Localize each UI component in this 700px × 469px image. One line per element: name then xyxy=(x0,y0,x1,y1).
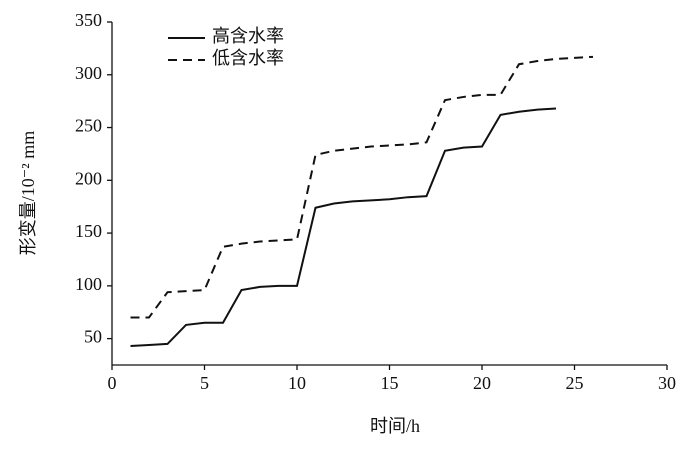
y-tick-label: 350 xyxy=(75,10,102,30)
y-axis-label: 形变量/10⁻² mm xyxy=(18,131,38,255)
y-tick-label: 150 xyxy=(75,221,102,241)
y-tick-label: 100 xyxy=(75,274,102,294)
y-tick-label: 50 xyxy=(84,327,102,347)
y-tick-label: 250 xyxy=(75,116,102,136)
x-tick-label: 30 xyxy=(658,373,676,393)
x-tick-label: 0 xyxy=(108,373,117,393)
x-tick-label: 15 xyxy=(381,373,399,393)
data-line xyxy=(130,107,557,348)
x-tick-label: 20 xyxy=(473,373,491,393)
x-tick-label: 5 xyxy=(200,373,209,393)
data-line xyxy=(130,55,594,319)
legend-label: 高含水率 xyxy=(212,26,284,46)
y-tick-label: 300 xyxy=(75,63,102,83)
x-tick-label: 25 xyxy=(566,373,584,393)
x-axis-label: 时间/h xyxy=(370,416,420,436)
x-tick-label: 10 xyxy=(288,373,306,393)
y-tick-label: 200 xyxy=(75,168,102,188)
legend-label: 低含水率 xyxy=(212,48,284,68)
